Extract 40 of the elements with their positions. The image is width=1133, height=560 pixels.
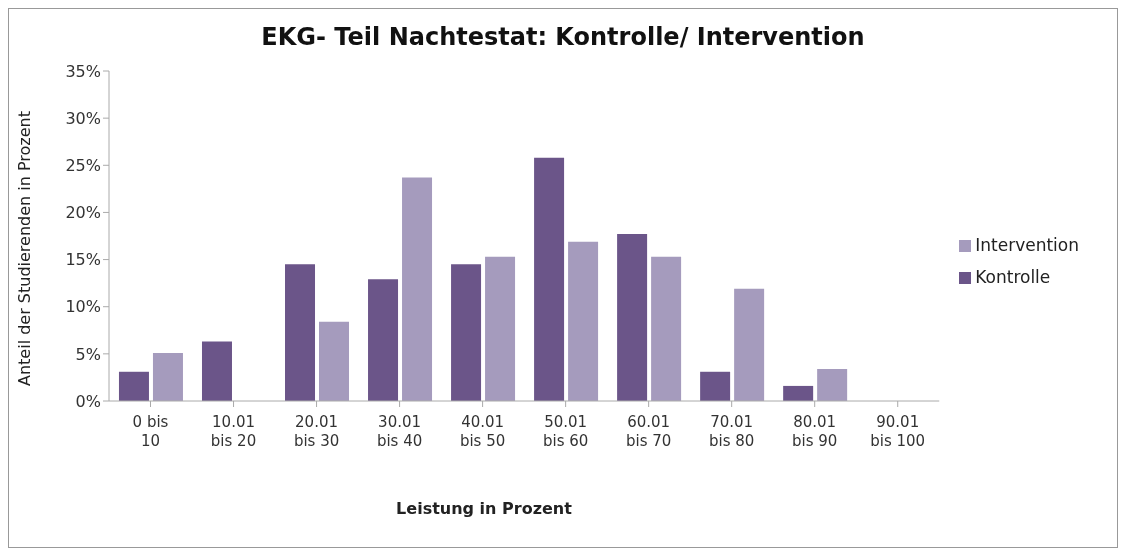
x-tick-label: 30.01 bis 40 — [376, 413, 423, 450]
y-tick-label: 15% — [65, 250, 101, 270]
x-axis-title: Leistung in Prozent — [395, 499, 573, 518]
x-tick-label: 60.01 bis 70 — [625, 413, 672, 450]
y-tick-label: 30% — [65, 108, 101, 128]
bar — [817, 368, 848, 401]
x-tick-label: 90.01 bis 100 — [870, 413, 926, 450]
bar — [651, 256, 682, 401]
bar — [319, 321, 350, 401]
y-tick-label: 20% — [65, 203, 101, 223]
bar — [152, 352, 183, 401]
x-tick-label: 50.01 bis 60 — [542, 413, 589, 450]
x-tick-label: 40.01 bis 50 — [459, 413, 506, 450]
bar — [568, 241, 599, 401]
y-tick-label: 5% — [75, 344, 101, 364]
bar — [285, 264, 316, 401]
y-axis-title: Anteil der Studierenden in Prozent — [14, 110, 34, 386]
bar — [617, 234, 648, 401]
x-tick-label: 20.01 bis 30 — [293, 413, 340, 450]
y-tick-label: 35% — [65, 61, 101, 81]
legend-label: Kontrolle — [975, 267, 1051, 287]
y-tick-label: 10% — [65, 297, 101, 317]
bar — [700, 371, 731, 401]
y-tick-label: 25% — [65, 155, 101, 175]
x-tick-label: 70.01 bis 80 — [709, 413, 755, 450]
chart-title: EKG- Teil Nachtestat: Kontrolle/ Intervention — [260, 23, 866, 51]
x-tick-label: 80.01 bis 90 — [792, 413, 838, 450]
x-tick-label: 0 bis 10 — [132, 413, 169, 450]
legend-label: Intervention — [975, 235, 1079, 255]
bar — [451, 264, 482, 401]
bar — [118, 371, 149, 401]
bar — [368, 279, 399, 401]
bar — [402, 177, 433, 401]
bar — [485, 256, 516, 401]
bar — [734, 288, 765, 401]
bar — [201, 341, 232, 401]
bar — [783, 385, 814, 401]
y-tick-label: 0% — [75, 391, 101, 411]
bar — [534, 157, 565, 401]
x-tick-label: 10.01 bis 20 — [210, 413, 257, 450]
